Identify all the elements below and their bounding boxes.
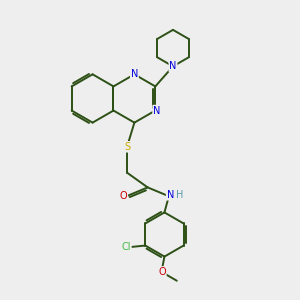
Text: N: N [131,69,138,79]
Text: S: S [124,142,130,152]
Text: H: H [176,190,184,200]
Text: N: N [167,190,174,200]
Text: N: N [153,106,160,116]
Text: O: O [120,191,127,201]
Text: Cl: Cl [122,242,131,252]
Text: N: N [169,61,177,71]
Text: O: O [158,267,166,277]
